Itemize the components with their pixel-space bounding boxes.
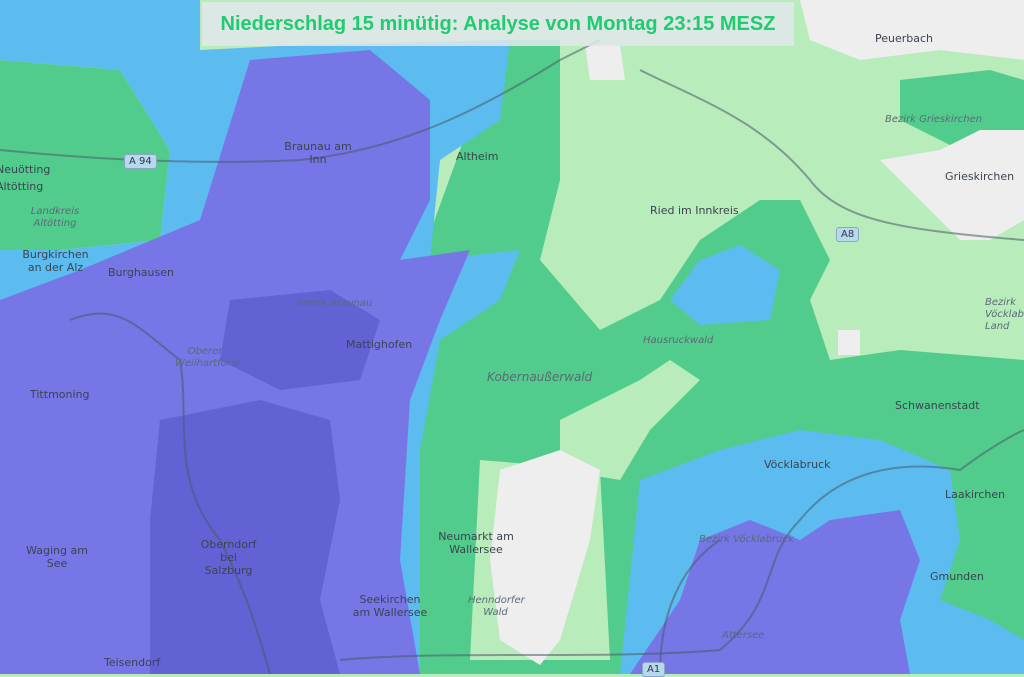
place-label: Burgkirchen an der Alz <box>22 248 89 274</box>
region-label: Hausruckwald <box>643 335 714 346</box>
place-label: Braunau am Inn <box>278 140 358 166</box>
region-label: Kobernaußerwald <box>487 370 593 384</box>
place-label: Altheim <box>456 150 499 163</box>
place-label: Tittmoning <box>30 388 90 401</box>
place-label: Ried im Innkreis <box>650 204 739 217</box>
place-label: Mattighofen <box>346 338 413 351</box>
precip-dark-purple <box>150 290 380 674</box>
place-label: Gmunden <box>930 570 984 583</box>
region-label: Bezirk Braunau <box>296 298 373 309</box>
place-label: Laakirchen <box>945 488 1006 501</box>
place-label: Grieskirchen <box>945 170 1015 183</box>
region-label: Bezirk Vöcklabruck <box>699 534 794 545</box>
place-label: Burghausen <box>108 266 174 279</box>
place-label: Neuötting <box>0 163 51 176</box>
place-label: Peuerbach <box>875 32 934 45</box>
no-precip-area <box>490 0 1024 665</box>
region-label: Attersee <box>722 630 765 641</box>
place-label: Altötting <box>0 180 44 193</box>
place-label: Vöcklabruck <box>764 458 831 471</box>
region-label: Bezirk Vöcklabruck Land <box>985 297 1024 332</box>
place-label: Schwanenstadt <box>895 399 980 412</box>
place-label: Teisendorf <box>104 656 161 669</box>
region-label: Landkreis Altötting <box>30 206 80 229</box>
map-title: Niederschlag 15 minütig: Analyse von Mon… <box>202 2 794 46</box>
region-label: Henndorfer Wald <box>468 595 525 618</box>
place-label: Neumarkt am Wallersee <box>438 530 514 556</box>
road-shield: A8 <box>836 227 860 242</box>
place-label: Waging am See <box>26 544 88 570</box>
region-label: Oberer Weilhartforst <box>175 346 240 369</box>
place-name: Braunau am Inn <box>284 140 352 166</box>
place-label: Oberndorf bei Salzburg <box>200 538 257 577</box>
road-shield: A 94 <box>124 154 157 169</box>
region-label: Bezirk Grieskirchen <box>885 114 983 125</box>
road-shield: A1 <box>642 662 666 677</box>
roads <box>0 39 1024 674</box>
place-label: Seekirchen am Wallersee <box>352 593 428 619</box>
